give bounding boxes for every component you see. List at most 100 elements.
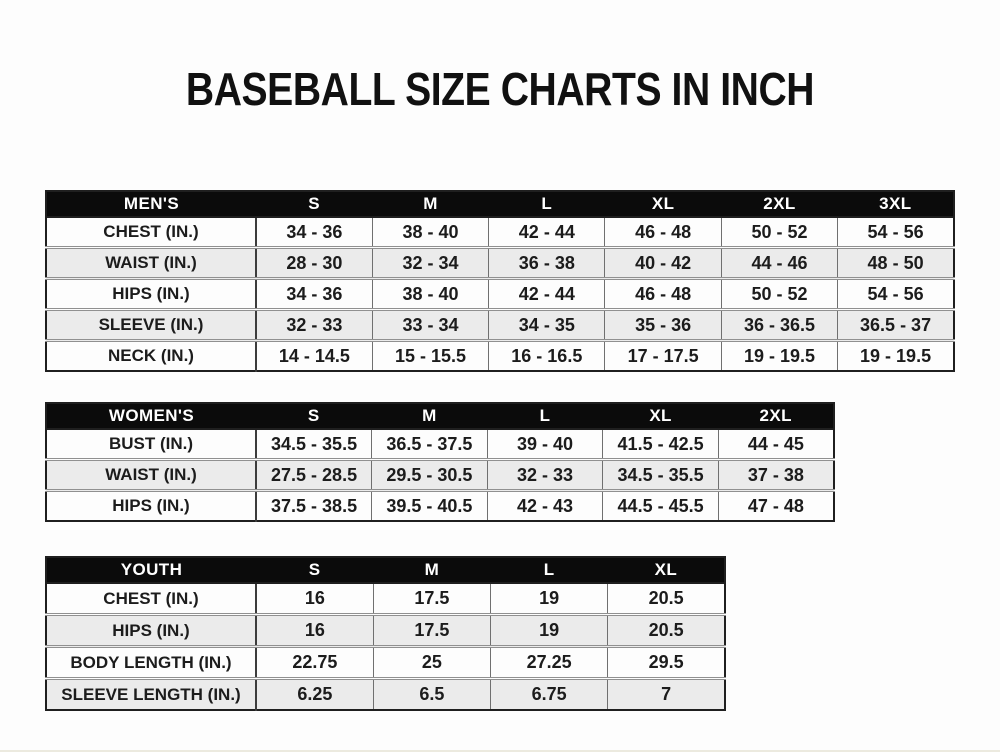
size-value: 50 - 52	[720, 277, 838, 310]
size-value: 44 - 46	[720, 246, 838, 279]
size-value: 20.5	[607, 583, 725, 615]
size-value: 27.5 - 28.5	[255, 458, 372, 491]
size-value: 17.5	[372, 583, 491, 615]
size-value: 36 - 36.5	[720, 308, 838, 341]
measurement-label: CHEST (IN.)	[46, 583, 257, 615]
size-value: 38 - 40	[371, 217, 489, 248]
size-value: 19	[489, 583, 608, 615]
size-value: 54 - 56	[837, 217, 954, 248]
size-column-header: S	[256, 191, 373, 218]
size-value: 29.5 - 30.5	[371, 458, 488, 491]
size-column-header: L	[487, 403, 603, 430]
size-value: 32 - 34	[371, 246, 489, 279]
size-value: 41.5 - 42.5	[602, 429, 719, 460]
measurement-label: SLEEVE (IN.)	[46, 308, 257, 341]
table-row: CHEST (IN.) 16 17.5 19 20.5	[46, 583, 725, 615]
size-column-header: M	[372, 191, 489, 218]
measurement-label: SLEEVE LENGTH (IN.)	[46, 677, 257, 710]
size-value: 28 - 30	[255, 246, 373, 279]
size-value: 37 - 38	[717, 458, 834, 491]
size-value: 6.5	[372, 677, 491, 710]
size-column-header: S	[256, 557, 374, 584]
size-value: 37.5 - 38.5	[255, 489, 372, 521]
size-column-header: S	[256, 403, 372, 430]
table-row: SLEEVE (IN.) 32 - 33 33 - 34 34 - 35 35 …	[46, 308, 954, 341]
size-value: 7	[607, 677, 725, 710]
size-value: 50 - 52	[720, 217, 838, 248]
table-row: CHEST (IN.) 34 - 36 38 - 40 42 - 44 46 -…	[46, 217, 954, 248]
size-value: 17 - 17.5	[604, 339, 722, 371]
mens-table-title: MEN'S	[46, 191, 256, 218]
womens-size-table: WOMEN'S S M L XL 2XL BUST (IN.) 34.5 - 3…	[45, 402, 835, 522]
measurement-label: WAIST (IN.)	[46, 458, 257, 491]
size-value: 16 - 16.5	[488, 339, 605, 371]
size-value: 19 - 19.5	[837, 339, 954, 371]
table-row: BODY LENGTH (IN.) 22.75 25 27.25 29.5	[46, 645, 725, 679]
size-value: 29.5	[607, 645, 725, 679]
table-row: NECK (IN.) 14 - 14.5 15 - 15.5 16 - 16.5…	[46, 339, 954, 371]
table-row: HIPS (IN.) 37.5 - 38.5 39.5 - 40.5 42 - …	[46, 489, 834, 521]
size-value: 6.25	[255, 677, 374, 710]
size-value: 15 - 15.5	[371, 339, 489, 371]
size-column-header: M	[373, 557, 491, 584]
table-row: WAIST (IN.) 28 - 30 32 - 34 36 - 38 40 -…	[46, 246, 954, 279]
size-column-header: XL	[604, 191, 722, 218]
table-row: SLEEVE LENGTH (IN.) 6.25 6.5 6.75 7	[46, 677, 725, 710]
size-value: 46 - 48	[604, 277, 722, 310]
measurement-label: HIPS (IN.)	[46, 613, 257, 647]
size-value: 42 - 44	[488, 277, 605, 310]
mens-header-row: MEN'S S M L XL 2XL 3XL	[46, 191, 954, 218]
size-value: 27.25	[489, 645, 608, 679]
size-value: 22.75	[255, 645, 374, 679]
size-column-header: 3XL	[837, 191, 954, 218]
size-value: 32 - 33	[255, 308, 373, 341]
measurement-label: HIPS (IN.)	[46, 489, 257, 521]
size-value: 32 - 33	[486, 458, 603, 491]
size-value: 25	[372, 645, 491, 679]
table-row: HIPS (IN.) 16 17.5 19 20.5	[46, 613, 725, 647]
size-value: 17.5	[372, 613, 491, 647]
size-value: 44 - 45	[717, 429, 834, 460]
size-value: 36 - 38	[488, 246, 605, 279]
size-value: 36.5 - 37	[837, 308, 954, 341]
size-value: 34.5 - 35.5	[255, 429, 372, 460]
youth-header-row: YOUTH S M L XL	[46, 557, 725, 584]
size-value: 19 - 19.5	[720, 339, 838, 371]
size-column-header: L	[488, 191, 605, 218]
size-value: 34 - 36	[255, 217, 373, 248]
size-column-header: L	[490, 557, 608, 584]
size-value: 39.5 - 40.5	[371, 489, 488, 521]
size-value: 46 - 48	[604, 217, 722, 248]
size-value: 34 - 35	[488, 308, 605, 341]
table-row: WAIST (IN.) 27.5 - 28.5 29.5 - 30.5 32 -…	[46, 458, 834, 491]
measurement-label: HIPS (IN.)	[46, 277, 257, 310]
size-column-header: 2XL	[718, 403, 834, 430]
size-value: 36.5 - 37.5	[371, 429, 488, 460]
size-value: 44.5 - 45.5	[602, 489, 719, 521]
size-value: 19	[489, 613, 608, 647]
table-row: HIPS (IN.) 34 - 36 38 - 40 42 - 44 46 - …	[46, 277, 954, 310]
measurement-label: BODY LENGTH (IN.)	[46, 645, 257, 679]
size-value: 42 - 44	[488, 217, 605, 248]
size-value: 20.5	[607, 613, 725, 647]
size-value: 47 - 48	[717, 489, 834, 521]
page-title: BASEBALL SIZE CHARTS IN INCH	[185, 63, 815, 115]
mens-size-table: MEN'S S M L XL 2XL 3XL CHEST (IN.) 34 - …	[45, 190, 955, 372]
size-value: 40 - 42	[604, 246, 722, 279]
size-column-header: 2XL	[721, 191, 838, 218]
size-value: 16	[255, 613, 374, 647]
size-value: 34.5 - 35.5	[602, 458, 719, 491]
size-value: 38 - 40	[371, 277, 489, 310]
size-column-header: XL	[602, 403, 719, 430]
size-value: 39 - 40	[486, 429, 603, 460]
table-row: BUST (IN.) 34.5 - 35.5 36.5 - 37.5 39 - …	[46, 429, 834, 460]
measurement-label: BUST (IN.)	[46, 429, 257, 460]
measurement-label: WAIST (IN.)	[46, 246, 257, 279]
size-value: 35 - 36	[604, 308, 722, 341]
size-value: 6.75	[489, 677, 608, 710]
measurement-label: NECK (IN.)	[46, 339, 257, 371]
youth-table-title: YOUTH	[46, 557, 256, 584]
womens-header-row: WOMEN'S S M L XL 2XL	[46, 403, 834, 430]
size-value: 34 - 36	[255, 277, 373, 310]
